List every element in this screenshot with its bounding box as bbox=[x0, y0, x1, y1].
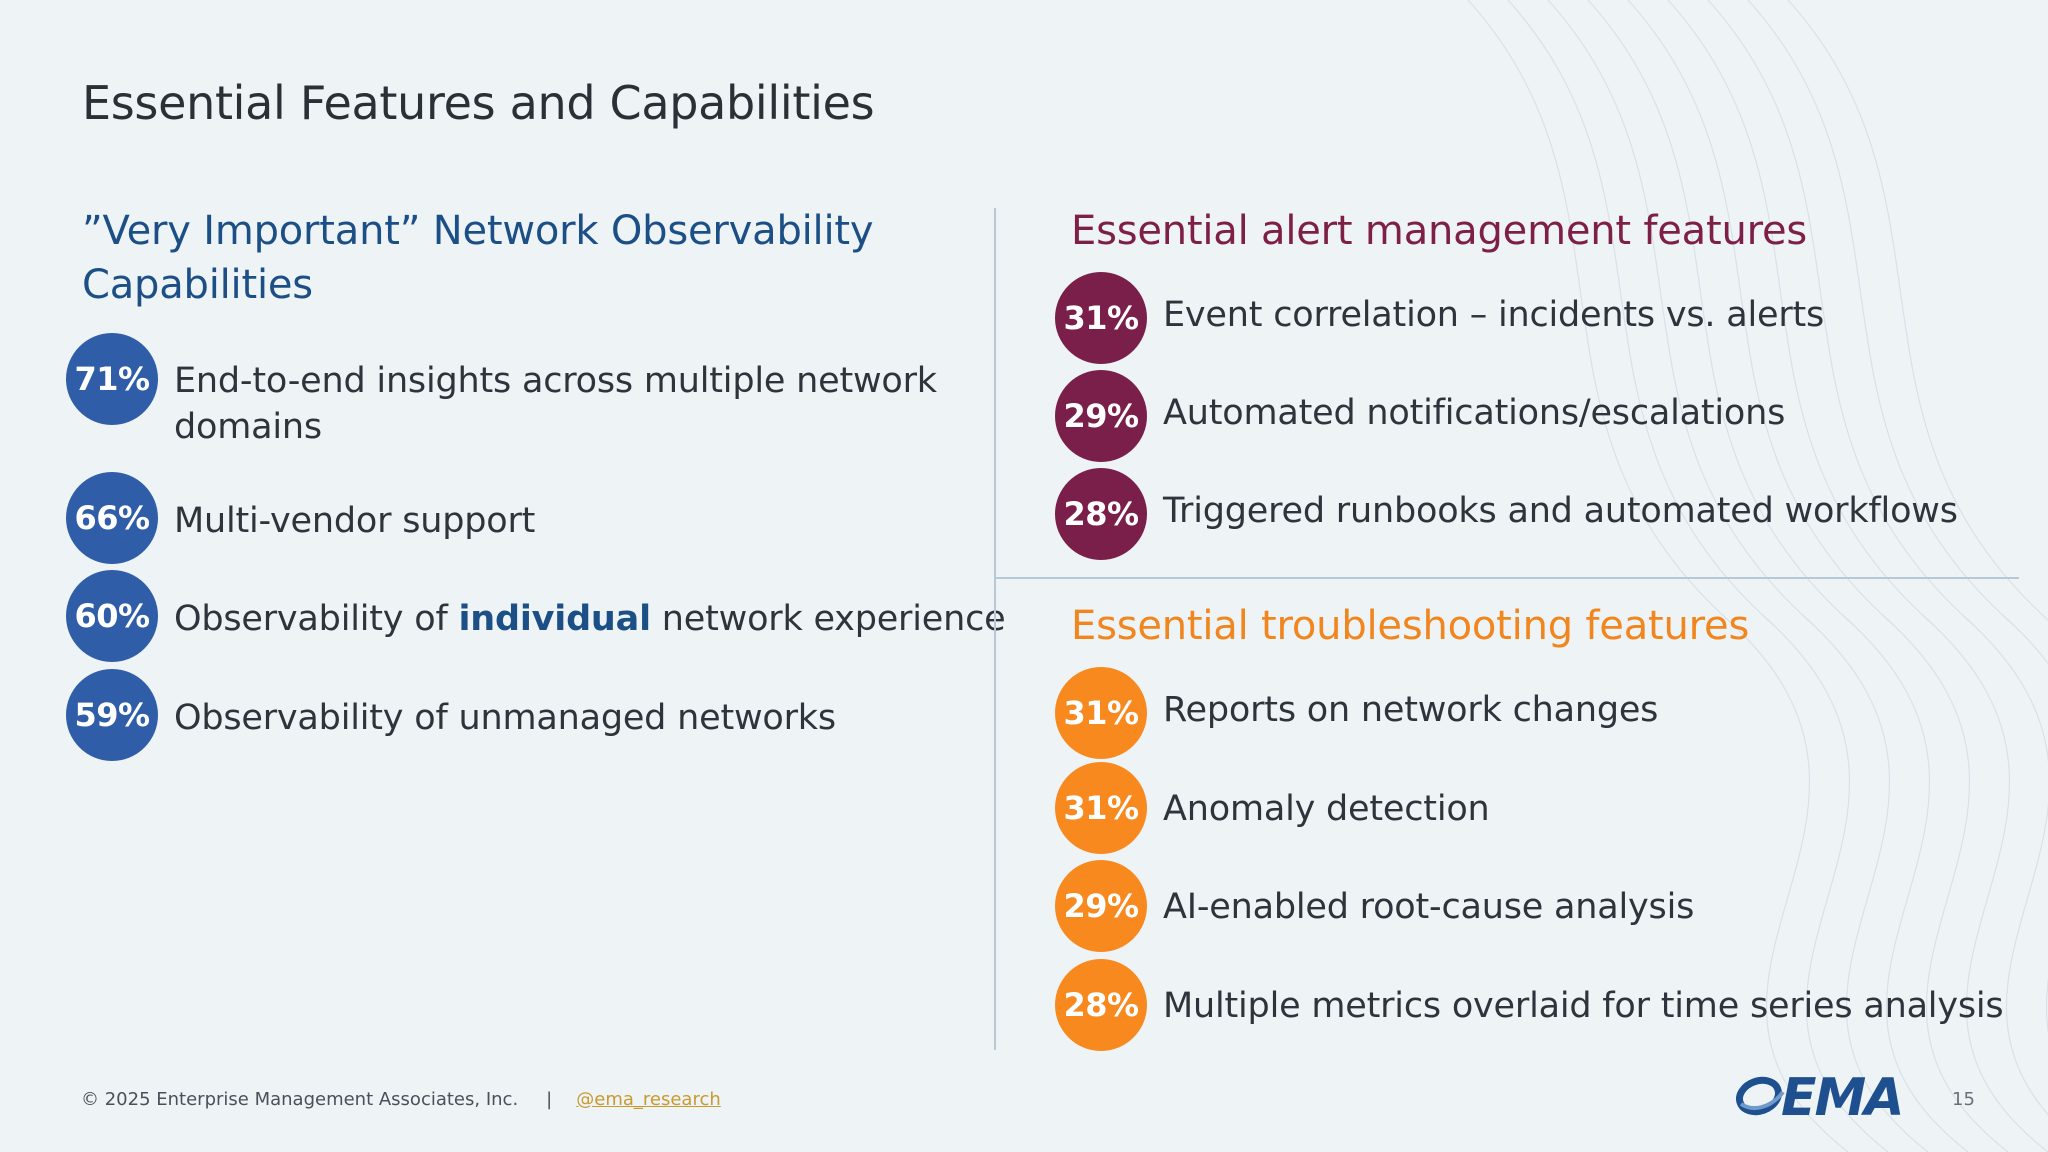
list-item: 29% AI-enabled root-cause analysis bbox=[1055, 860, 1694, 952]
item-label: Observability of individual network expe… bbox=[174, 596, 1006, 642]
list-item: 59% Observability of unmanaged networks bbox=[66, 669, 836, 761]
item-label-line1: End-to-end insights across multiple netw… bbox=[174, 361, 937, 401]
footer-separator: | bbox=[546, 1089, 553, 1110]
ema-logo: EMA bbox=[1735, 1068, 1905, 1128]
item-label: Anomaly detection bbox=[1163, 789, 1490, 829]
left-heading-line2: Capabilities bbox=[82, 262, 313, 308]
percent-badge: 59% bbox=[66, 669, 158, 761]
item-label: End-to-end insights across multiple netw… bbox=[174, 358, 937, 450]
copyright-text: © 2025 Enterprise Management Associates,… bbox=[81, 1089, 519, 1110]
item-label-line2: domains bbox=[174, 407, 322, 447]
percent-badge: 60% bbox=[66, 570, 158, 662]
percent-badge: 28% bbox=[1055, 959, 1147, 1051]
slide-title: Essential Features and Capabilities bbox=[82, 76, 875, 130]
troubleshooting-section-heading: Essential troubleshooting features bbox=[1071, 603, 1750, 649]
list-item: 29% Automated notifications/escalations bbox=[1055, 370, 1785, 462]
item-label-emphasis: individual bbox=[458, 599, 652, 639]
percent-badge: 66% bbox=[66, 472, 158, 564]
list-item: 31% Reports on network changes bbox=[1055, 667, 1658, 759]
item-label-post: network experience bbox=[650, 599, 1006, 639]
ema-swoosh-icon bbox=[1736, 1076, 1785, 1116]
alert-section-heading: Essential alert management features bbox=[1071, 208, 1808, 254]
left-heading-line1: ”Very Important” Network Observability bbox=[82, 208, 874, 254]
item-label: Triggered runbooks and automated workflo… bbox=[1163, 491, 1958, 531]
horizontal-divider bbox=[995, 577, 2019, 579]
ema-logo-text: EMA bbox=[1781, 1068, 1905, 1128]
item-label: Event correlation – incidents vs. alerts bbox=[1163, 295, 1825, 335]
percent-badge: 29% bbox=[1055, 860, 1147, 952]
item-label: AI-enabled root-cause analysis bbox=[1163, 887, 1695, 927]
page-number: 15 bbox=[1952, 1089, 1975, 1110]
list-item: 31% Event correlation – incidents vs. al… bbox=[1055, 272, 1824, 364]
item-label: Multiple metrics overlaid for time serie… bbox=[1163, 986, 2004, 1026]
footer: © 2025 Enterprise Management Associates,… bbox=[81, 1089, 721, 1110]
percent-badge: 71% bbox=[66, 333, 158, 425]
list-item: 66% Multi-vendor support bbox=[66, 472, 535, 564]
list-item: 71% End-to-end insights across multiple … bbox=[66, 333, 937, 450]
list-item: 28% Triggered runbooks and automated wor… bbox=[1055, 468, 1958, 560]
percent-badge: 28% bbox=[1055, 468, 1147, 560]
percent-badge: 31% bbox=[1055, 272, 1147, 364]
percent-badge: 29% bbox=[1055, 370, 1147, 462]
list-item: 28% Multiple metrics overlaid for time s… bbox=[1055, 959, 2004, 1051]
item-label: Reports on network changes bbox=[1163, 690, 1659, 730]
left-section-heading: ”Very Important” Network Observability C… bbox=[82, 204, 962, 312]
item-label: Automated notifications/escalations bbox=[1163, 393, 1786, 433]
percent-badge: 31% bbox=[1055, 667, 1147, 759]
social-handle-link[interactable]: @ema_research bbox=[576, 1089, 721, 1110]
item-label-pre: Observability of bbox=[174, 599, 459, 639]
item-label: Multi-vendor support bbox=[174, 501, 536, 541]
item-label: Observability of unmanaged networks bbox=[174, 698, 836, 738]
percent-badge: 31% bbox=[1055, 762, 1147, 854]
list-item: 60% Observability of individual network … bbox=[66, 570, 1006, 662]
vertical-divider bbox=[994, 208, 996, 1050]
list-item: 31% Anomaly detection bbox=[1055, 762, 1490, 854]
